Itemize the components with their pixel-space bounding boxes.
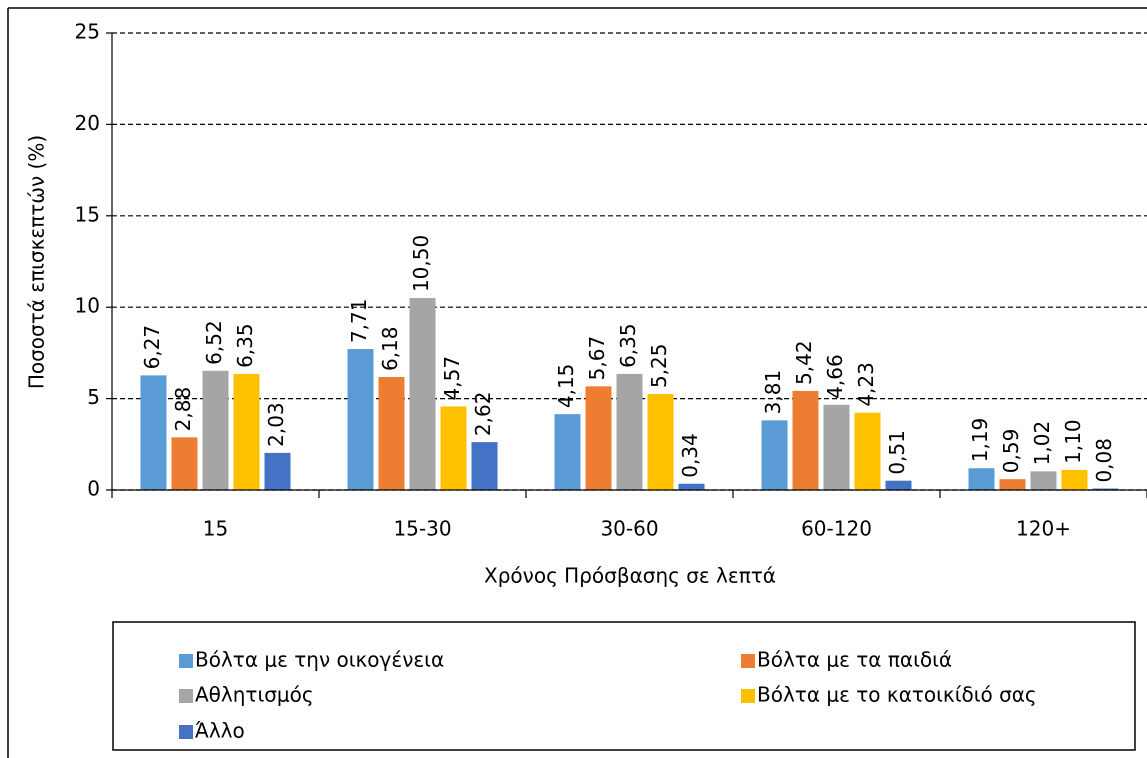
y-tick-label: 15 [75, 202, 100, 226]
bar [647, 394, 674, 490]
bar [409, 298, 436, 490]
legend-label: Αθλητισμός [195, 683, 314, 707]
value-label: 6,35 [233, 323, 257, 368]
bar [1061, 469, 1088, 490]
legend-label: Βόλτα με το κατοικίδιό σας [757, 683, 1037, 707]
y-tick-label: 5 [87, 385, 100, 409]
bar [761, 420, 788, 490]
value-label: 3,81 [761, 370, 785, 415]
y-tick-label: 20 [75, 111, 100, 135]
x-tick-label: 30-60 [600, 517, 658, 541]
value-label: 6,18 [378, 326, 402, 371]
x-tick-label: 60-120 [801, 517, 872, 541]
bar [378, 377, 405, 490]
value-label: 2,62 [471, 392, 495, 437]
bar [678, 483, 705, 490]
value-label: 5,42 [792, 340, 816, 385]
bar [999, 479, 1026, 490]
x-tick-label: 15 [203, 517, 228, 541]
legend-swatch [179, 689, 193, 703]
legend-swatch [741, 654, 755, 668]
y-tick-label: 10 [75, 294, 100, 318]
value-label: 1,02 [1030, 421, 1054, 466]
x-axis-title: Χρόνος Πρόσβασης σε λεπτά [484, 564, 776, 588]
bar [854, 412, 881, 490]
legend-swatch [741, 689, 755, 703]
value-label: 0,08 [1092, 438, 1116, 483]
value-label: 2,03 [264, 402, 288, 447]
value-label: 1,10 [1061, 419, 1085, 464]
value-label: 6,27 [140, 325, 164, 370]
value-label: 2,88 [171, 387, 195, 432]
x-tick-label: 15-30 [393, 517, 451, 541]
value-label: 6,35 [616, 323, 640, 368]
bar [202, 370, 229, 490]
value-label: 5,67 [585, 336, 609, 381]
value-label: 4,15 [554, 364, 578, 409]
bar [1030, 471, 1057, 490]
y-axis-title: Ποσοστά επισκεπτών (%) [25, 135, 49, 389]
legend-box [112, 621, 1136, 751]
value-label: 4,66 [823, 354, 847, 399]
value-label: 0,51 [885, 430, 909, 475]
bar [171, 437, 198, 490]
legend-label: Άλλο [195, 719, 245, 743]
legend-label: Βόλτα με τα παιδιά [757, 648, 952, 672]
bar [471, 442, 498, 490]
bar [347, 349, 374, 490]
value-label: 4,23 [854, 362, 878, 407]
value-label: 6,52 [202, 320, 226, 365]
bar [1092, 488, 1119, 490]
value-label: 10,50 [409, 235, 433, 292]
legend-swatch [179, 654, 193, 668]
value-label: 5,25 [647, 343, 671, 388]
bar [823, 404, 850, 490]
bar [233, 373, 260, 490]
bar [885, 480, 912, 490]
bar [968, 468, 995, 490]
legend-label: Βόλτα με την οικογένεια [195, 648, 444, 672]
bar [585, 386, 612, 490]
value-label: 4,57 [440, 356, 464, 401]
x-tick-label: 120+ [1016, 517, 1071, 541]
bar [792, 390, 819, 490]
legend-swatch [179, 725, 193, 739]
y-tick-label: 25 [75, 20, 100, 44]
y-tick-label: 0 [87, 477, 100, 501]
value-label: 0,34 [678, 433, 702, 478]
bar [140, 375, 167, 490]
bar [264, 452, 291, 490]
value-label: 7,71 [347, 299, 371, 344]
bar [616, 373, 643, 490]
bar [440, 406, 467, 490]
value-label: 0,59 [999, 429, 1023, 474]
value-label: 1,19 [968, 418, 992, 463]
bar [554, 414, 581, 490]
